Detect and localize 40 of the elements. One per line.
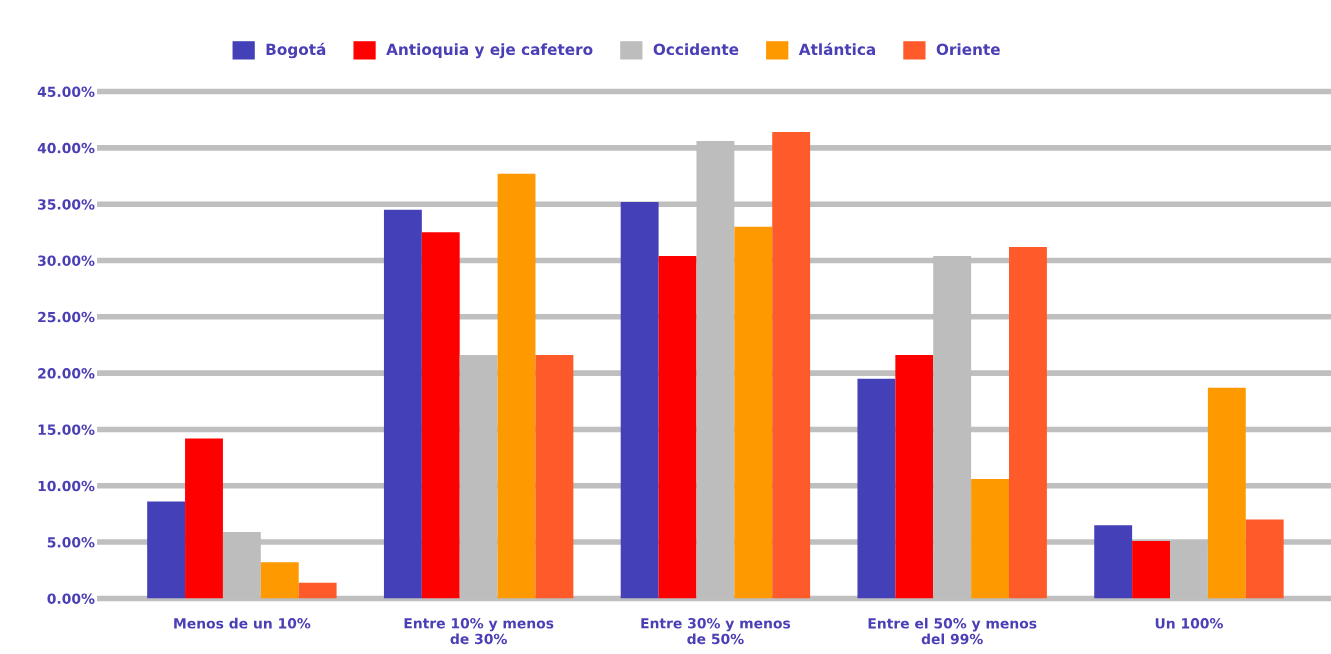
bar — [497, 173, 536, 599]
bar — [1009, 246, 1047, 599]
x-tick-label: Entre el 50% y menos del 99% — [868, 617, 1037, 645]
x-tick-label: Menos de un 10% — [174, 617, 311, 629]
x-tick-label: Entre 30% y menos de 50% — [641, 617, 791, 645]
y-tick-label: 30.00% — [38, 255, 95, 266]
bar — [734, 226, 773, 599]
legend-label: Antioquia y eje cafetero — [386, 43, 593, 59]
x-tick-label: Un 100% — [1155, 618, 1223, 629]
legend-label: Occidente — [653, 43, 739, 56]
bar — [260, 562, 299, 599]
bar — [658, 256, 697, 599]
bar — [383, 209, 422, 599]
bar — [535, 355, 574, 599]
legend-label: Atlántica — [798, 42, 876, 56]
legend-label: Oriente — [936, 43, 1000, 56]
y-tick-label: 20.00% — [38, 368, 95, 379]
bar — [1207, 387, 1246, 599]
bar — [772, 132, 811, 599]
bar — [185, 438, 223, 599]
y-tick-label: 45.00% — [37, 86, 95, 98]
x-tick-label: Entre 10% y menos de 30% — [404, 617, 554, 645]
y-tick-label: 5.00% — [47, 537, 95, 548]
bar — [1094, 525, 1133, 599]
bar — [1245, 519, 1284, 599]
legend-label: Bogotá — [266, 42, 326, 59]
y-tick-label: 0.00% — [47, 593, 95, 604]
bar — [147, 501, 186, 599]
bar — [971, 479, 1009, 599]
bar — [895, 355, 934, 599]
y-tick-label: 10.00% — [38, 480, 95, 492]
bar — [620, 201, 659, 599]
y-tick-label: 35.00% — [38, 199, 95, 210]
bar — [298, 582, 337, 599]
y-tick-label: 40.00% — [37, 142, 95, 154]
bar — [1132, 540, 1170, 599]
y-tick-label: 15.00% — [38, 424, 95, 435]
y-tick-label: 25.00% — [38, 311, 95, 323]
bar — [421, 232, 460, 599]
bar — [857, 378, 896, 599]
